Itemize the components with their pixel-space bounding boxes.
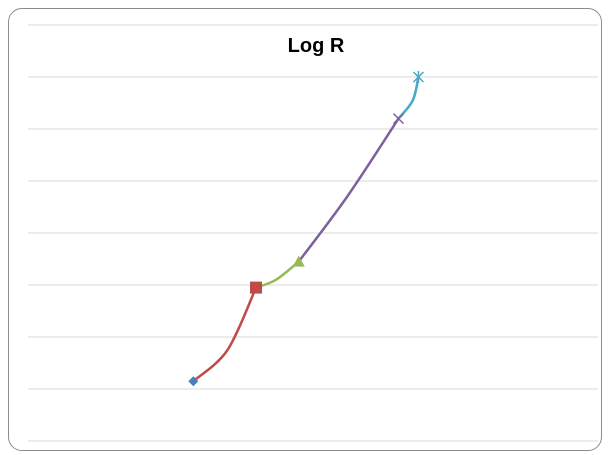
chart-title: Log R: [288, 35, 345, 57]
chart-frame: [8, 8, 602, 451]
series-line-5: [397, 75, 420, 120]
series-marker-square: [250, 281, 262, 294]
series-line-3: [254, 260, 300, 289]
series-line-4: [297, 117, 400, 263]
series-line-2: [192, 286, 258, 383]
series-marker-x: [392, 113, 405, 125]
series-lines: [192, 75, 420, 383]
series-markers: [188, 71, 424, 387]
series-marker-star: [412, 71, 424, 83]
gridlines: [28, 24, 598, 442]
series-marker-triangle: [292, 255, 305, 267]
series-marker-diamond: [188, 376, 199, 387]
